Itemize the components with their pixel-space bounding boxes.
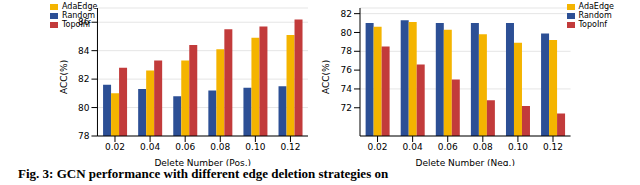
- svg-text:82: 82: [78, 74, 89, 84]
- svg-text:0.08: 0.08: [210, 142, 230, 152]
- svg-text:80: 80: [341, 28, 353, 38]
- svg-text:0.04: 0.04: [140, 142, 160, 152]
- svg-text:0.10: 0.10: [245, 142, 265, 152]
- svg-text:74: 74: [341, 84, 353, 94]
- svg-text:0.10: 0.10: [508, 142, 528, 152]
- svg-text:ACC(%): ACC(%): [59, 60, 69, 94]
- svg-text:0.12: 0.12: [543, 142, 563, 152]
- svg-text:0.02: 0.02: [368, 142, 388, 152]
- svg-text:Delete Number (Pos.): Delete Number (Pos.): [154, 158, 251, 166]
- svg-text:0.12: 0.12: [280, 142, 300, 152]
- svg-text:0.04: 0.04: [403, 142, 423, 152]
- svg-text:ACC(%): ACC(%): [321, 60, 331, 94]
- svg-text:86: 86: [78, 17, 90, 27]
- svg-text:72: 72: [341, 103, 352, 113]
- svg-text:78: 78: [78, 131, 90, 141]
- svg-text:0.06: 0.06: [438, 142, 458, 152]
- svg-text:0.02: 0.02: [105, 142, 125, 152]
- svg-text:Delete Number (Neg.): Delete Number (Neg.): [416, 158, 515, 166]
- svg-text:82: 82: [341, 9, 352, 19]
- svg-text:84: 84: [78, 46, 90, 56]
- svg-text:0.06: 0.06: [175, 142, 195, 152]
- svg-text:78: 78: [341, 46, 353, 56]
- svg-text:80: 80: [78, 103, 90, 113]
- svg-text:76: 76: [341, 65, 353, 75]
- svg-text:0.08: 0.08: [473, 142, 493, 152]
